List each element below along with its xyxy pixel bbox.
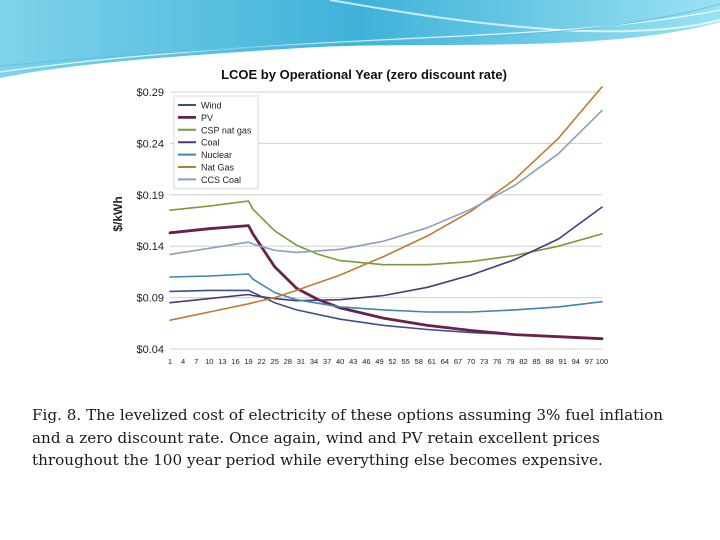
y-tick-label: $0.19	[136, 190, 164, 202]
header-wave-streak	[329, 0, 720, 33]
chart-title: LCOE by Operational Year (zero discount …	[221, 67, 507, 82]
x-tick-label: 100	[596, 357, 609, 366]
x-tick-label: 76	[493, 357, 501, 366]
series-lines	[168, 86, 604, 341]
gridlines	[170, 91, 602, 350]
y-tick-label: $0.14	[136, 241, 164, 253]
x-tick-label: 31	[297, 357, 305, 366]
x-tick-label: 16	[231, 357, 239, 366]
x-tick-label: 13	[218, 357, 226, 366]
y-tick-label: $0.04	[136, 344, 164, 356]
x-tick-label: 10	[205, 357, 213, 366]
x-tick-label: 34	[310, 357, 318, 366]
y-axis-label: $/kWh	[111, 196, 125, 231]
legend-label: Nuclear	[201, 150, 232, 160]
x-tick-label: 94	[572, 357, 580, 366]
y-tick-label: $0.09	[136, 293, 164, 305]
x-tick-label: 91	[559, 357, 567, 366]
y-axis-ticks: $0.04 $0.09 $0.14 $0.19 $0.24 $0.29	[136, 87, 164, 356]
x-tick-label: 4	[181, 357, 185, 366]
y-tick-label: $0.29	[136, 87, 164, 99]
x-tick-label: 37	[323, 357, 331, 366]
x-tick-label: 67	[454, 357, 462, 366]
caption-line: and a zero discount rate. Once again, wi…	[32, 428, 600, 447]
x-tick-label: 46	[362, 357, 370, 366]
legend-label: Wind	[201, 101, 222, 111]
x-tick-label: 22	[257, 357, 265, 366]
x-tick-label: 19	[244, 357, 252, 366]
x-tick-label: 7	[194, 357, 198, 366]
series-line-csp-nat-gas	[169, 200, 603, 266]
header-wave-fill	[0, 0, 720, 78]
series-line-pv	[168, 224, 604, 341]
caption-line: throughout the 100 year period while eve…	[32, 451, 603, 469]
x-tick-label: 49	[375, 357, 383, 366]
x-tick-label: 70	[467, 357, 475, 366]
series-line-nat-gas	[169, 86, 603, 321]
x-tick-label: 58	[415, 357, 423, 366]
x-tick-label: 82	[519, 357, 527, 366]
x-tick-label: 61	[428, 357, 436, 366]
series-line-ccs-coal	[169, 109, 603, 256]
series-line-coal	[169, 206, 603, 304]
legend-label: CCS Coal	[201, 175, 241, 185]
chart-legend: Wind PV CSP nat gas Coal Nuclear Nat Gas CCS C…	[173, 95, 259, 190]
legend-label: Coal	[201, 138, 220, 148]
x-tick-label: 28	[284, 357, 292, 366]
x-tick-label: 88	[545, 357, 553, 366]
series-line-nuclear	[169, 273, 603, 313]
x-tick-label: 85	[532, 357, 540, 366]
x-tick-label: 25	[271, 357, 279, 366]
header-wave-streak	[0, 3, 720, 67]
y-tick-label: $0.24	[136, 138, 164, 150]
x-tick-label: 52	[388, 357, 396, 366]
x-tick-label: 97	[585, 357, 593, 366]
legend-label: PV	[201, 113, 213, 123]
x-tick-label: 55	[401, 357, 409, 366]
legend-label: CSP nat gas	[201, 125, 252, 135]
x-tick-label: 1	[168, 357, 172, 366]
caption-line: Fig. 8. The levelized cost of electricit…	[32, 406, 664, 424]
legend-label: Nat Gas	[201, 163, 235, 173]
lcoe-line-chart: LCOE by Operational Year (zero discount …	[111, 67, 608, 366]
header-wave-decoration	[0, 0, 720, 78]
x-tick-label: 79	[506, 357, 514, 366]
x-tick-label: 64	[441, 357, 449, 366]
x-axis-ticks: 1 4 7 10 13 16 19 22 25 28 31 34 37 40 43 46 49 52 55 58 61 6…	[168, 357, 608, 366]
x-tick-label: 73	[480, 357, 488, 366]
x-tick-label: 43	[349, 357, 357, 366]
x-tick-label: 40	[336, 357, 344, 366]
figure-caption: Fig. 8. The levelized cost of electricit…	[32, 404, 692, 472]
